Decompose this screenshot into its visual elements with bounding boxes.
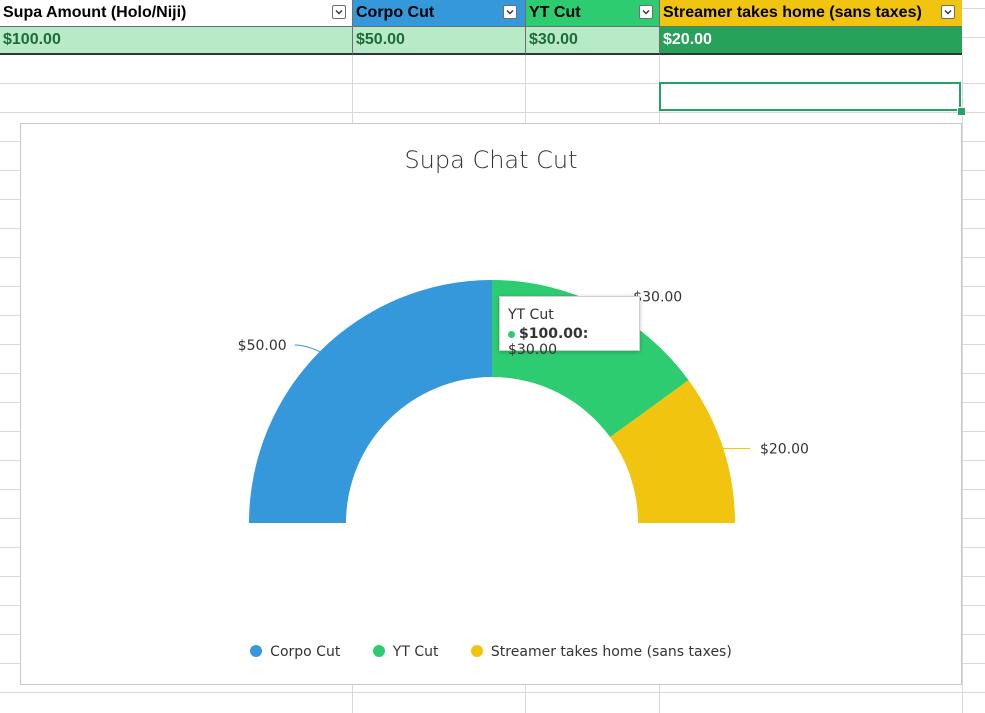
cell-corpo-cut[interactable]: $50.00 bbox=[353, 27, 526, 55]
cell-yt-cut[interactable]: $30.00 bbox=[526, 27, 660, 55]
data-label: $30.00 bbox=[633, 289, 682, 305]
legend-color-dot bbox=[372, 645, 385, 657]
cell-streamer-takes-home[interactable]: $20.00 bbox=[660, 27, 962, 55]
legend-label: Streamer takes home (sans taxes) bbox=[490, 644, 732, 660]
chart-panel[interactable]: Supa Chat Cut $50.00 $30.00 $20.00 YT Cut … bbox=[20, 123, 962, 685]
cell-value: $50.00 bbox=[356, 31, 405, 48]
header-yt-cut[interactable]: YT Cut bbox=[526, 0, 660, 27]
header-label: YT Cut bbox=[529, 4, 581, 21]
data-label: $20.00 bbox=[760, 441, 809, 457]
fill-handle[interactable] bbox=[957, 107, 966, 116]
cell-supa-amount[interactable]: $100.00 bbox=[0, 27, 353, 55]
cell-value: $100.00 bbox=[3, 31, 61, 48]
chart-title: Supa Chat Cut bbox=[404, 146, 578, 174]
cell-value: $20.00 bbox=[663, 31, 712, 48]
legend-item-corpo-cut[interactable]: Corpo Cut bbox=[250, 644, 340, 660]
chart-plot-area: $50.00 $30.00 $20.00 bbox=[238, 280, 809, 523]
legend-label: YT Cut bbox=[392, 644, 439, 660]
header-label: Supa Amount (Holo/Niji) bbox=[3, 4, 187, 21]
legend-color-dot bbox=[470, 645, 483, 657]
legend-item-streamer-takes-home[interactable]: Streamer takes home (sans taxes) bbox=[470, 644, 732, 660]
chevron-down-icon bbox=[642, 10, 650, 15]
filter-dropdown-button[interactable] bbox=[332, 5, 346, 19]
chevron-down-icon bbox=[335, 10, 343, 15]
chart-legend: Corpo Cut YT Cut Streamer takes home (sa… bbox=[21, 644, 961, 660]
header-label: Streamer takes home (sans taxes) bbox=[663, 4, 922, 21]
slice-streamer-takes-home-sans-taxes[interactable] bbox=[610, 380, 735, 523]
tooltip-value: $30.00 bbox=[508, 342, 557, 358]
header-corpo-cut[interactable]: Corpo Cut bbox=[353, 0, 526, 27]
data-label-connector bbox=[294, 344, 322, 354]
filter-dropdown-button[interactable] bbox=[503, 5, 517, 19]
chevron-down-icon bbox=[944, 10, 952, 15]
legend-label: Corpo Cut bbox=[270, 644, 341, 660]
legend-item-yt-cut[interactable]: YT Cut bbox=[372, 644, 439, 660]
tooltip-title: YT Cut bbox=[508, 307, 554, 323]
tooltip-row: $100.00: $30.00 bbox=[508, 326, 631, 358]
data-label: $50.00 bbox=[238, 338, 287, 354]
tooltip-series-dot bbox=[508, 330, 515, 338]
filter-dropdown-button[interactable] bbox=[639, 5, 653, 19]
chevron-down-icon bbox=[506, 10, 514, 15]
filter-dropdown-button[interactable] bbox=[941, 5, 955, 19]
cell-value: $30.00 bbox=[529, 31, 578, 48]
selected-cell[interactable] bbox=[659, 82, 961, 111]
column-divider bbox=[962, 55, 963, 713]
header-streamer-takes-home[interactable]: Streamer takes home (sans taxes) bbox=[660, 0, 962, 27]
legend-color-dot bbox=[250, 645, 263, 657]
slice-corpo-cut[interactable] bbox=[249, 280, 492, 523]
tooltip-category: $100.00: bbox=[519, 326, 589, 342]
header-label: Corpo Cut bbox=[356, 4, 435, 21]
chart-tooltip: YT Cut $100.00: $30.00 bbox=[499, 296, 640, 358]
header-supa-amount[interactable]: Supa Amount (Holo/Niji) bbox=[0, 0, 353, 27]
